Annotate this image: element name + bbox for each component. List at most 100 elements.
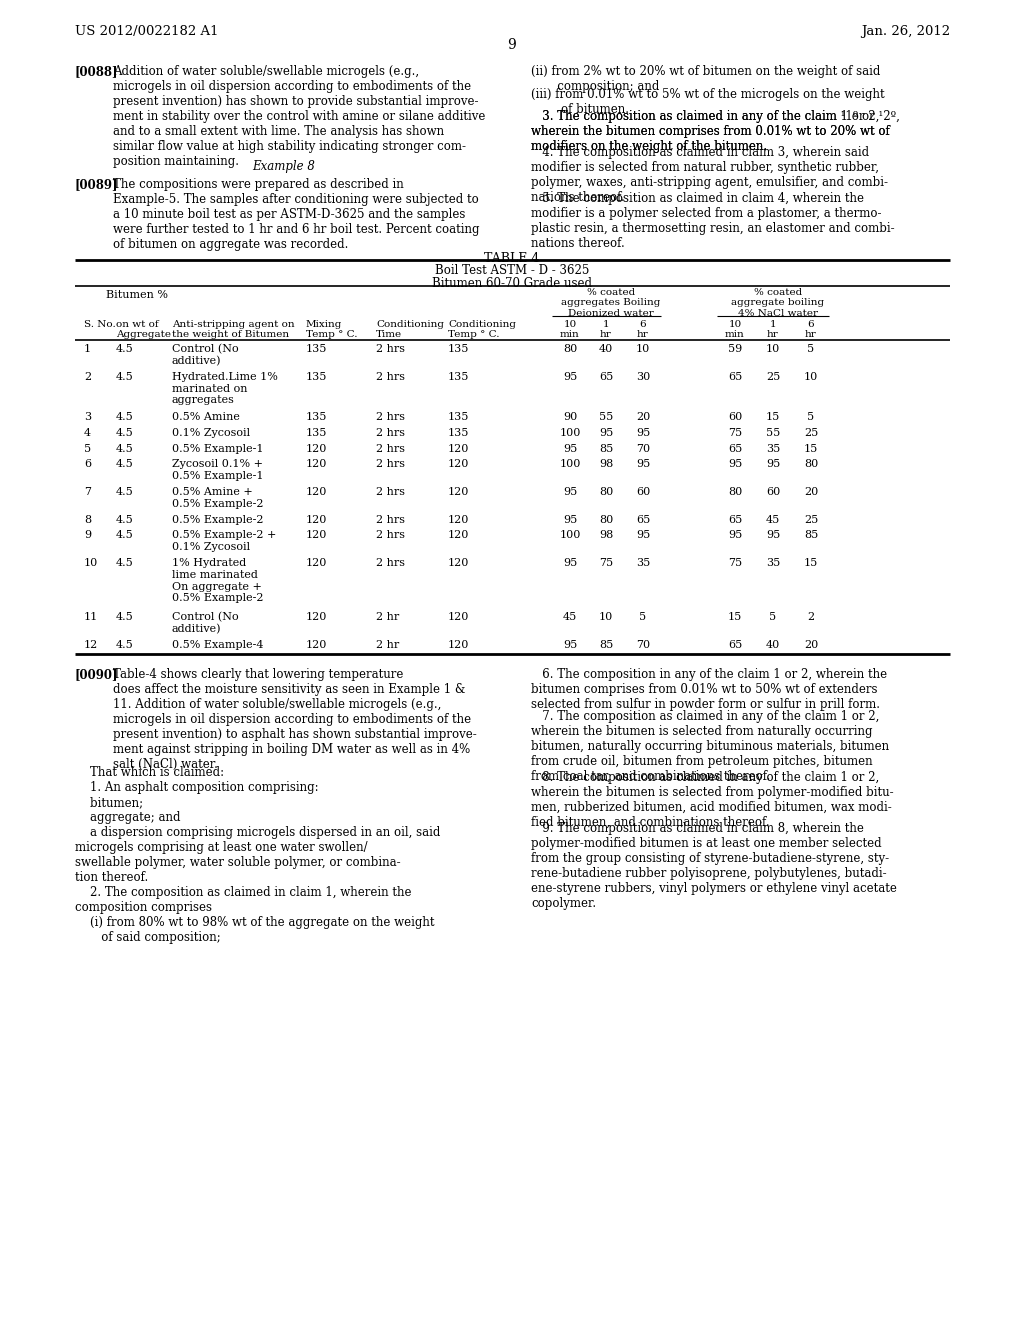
Text: 85: 85 <box>599 444 613 454</box>
Text: 120: 120 <box>306 558 328 569</box>
Text: Mixing
Temp ° C.: Mixing Temp ° C. <box>306 319 357 339</box>
Text: 4.5: 4.5 <box>116 487 134 498</box>
Text: 10: 10 <box>599 611 613 622</box>
Text: Conditioning
Temp ° C.: Conditioning Temp ° C. <box>449 319 516 339</box>
Text: 80: 80 <box>599 487 613 498</box>
Text: 95: 95 <box>563 372 578 381</box>
Text: 98: 98 <box>599 459 613 469</box>
Text: 10
min: 10 min <box>725 319 744 339</box>
Text: 2 hr: 2 hr <box>376 639 399 649</box>
Text: 135: 135 <box>306 412 328 422</box>
Text: (ii) from 2% wt to 20% wt of bitumen on the weight of said
       composition; a: (ii) from 2% wt to 20% wt of bitumen on … <box>531 65 881 92</box>
Text: 55: 55 <box>599 412 613 422</box>
Text: 4.5: 4.5 <box>116 531 134 540</box>
Text: 35: 35 <box>766 444 780 454</box>
Text: 2 hrs: 2 hrs <box>376 487 406 498</box>
Text: 135: 135 <box>306 372 328 381</box>
Text: 6: 6 <box>84 459 91 469</box>
Text: 120: 120 <box>306 611 328 622</box>
Text: That which is claimed:
    1. An asphalt composition comprising:
    bitumen;
  : That which is claimed: 1. An asphalt com… <box>75 766 440 944</box>
Text: 95: 95 <box>599 428 613 438</box>
Text: 6
hr: 6 hr <box>805 319 817 339</box>
Text: 120: 120 <box>306 444 328 454</box>
Text: 2 hrs: 2 hrs <box>376 428 406 438</box>
Text: The compositions were prepared as described in
Example-5. The samples after cond: The compositions were prepared as descri… <box>113 178 479 251</box>
Text: 5: 5 <box>808 345 814 354</box>
Text: 9. The composition as claimed in claim 8, wherein the
polymer-modified bitumen i: 9. The composition as claimed in claim 8… <box>531 822 897 909</box>
Text: on wt of
Aggregate: on wt of Aggregate <box>116 319 171 339</box>
Text: 6. The composition in any of the claim 1 or 2, wherein the
bitumen comprises fro: 6. The composition in any of the claim 1… <box>531 668 887 711</box>
Text: 90: 90 <box>563 412 578 422</box>
Text: 1% Hydrated
lime marinated
On aggregate +
0.5% Example-2: 1% Hydrated lime marinated On aggregate … <box>172 558 263 603</box>
Text: Zycosoil 0.1% +
0.5% Example-1: Zycosoil 0.1% + 0.5% Example-1 <box>172 459 263 480</box>
Text: 35: 35 <box>766 558 780 569</box>
Text: 65: 65 <box>636 515 650 525</box>
Text: 8: 8 <box>84 515 91 525</box>
Text: 9: 9 <box>508 38 516 51</box>
Text: 65: 65 <box>728 639 742 649</box>
Text: 5: 5 <box>769 611 776 622</box>
Text: 95: 95 <box>563 444 578 454</box>
Text: 40: 40 <box>599 345 613 354</box>
Text: 2 hrs: 2 hrs <box>376 558 406 569</box>
Text: 15: 15 <box>766 412 780 422</box>
Text: % coated
aggregate boiling
4% NaCl water: % coated aggregate boiling 4% NaCl water <box>731 288 824 318</box>
Text: 135: 135 <box>306 345 328 354</box>
Text: 95: 95 <box>636 531 650 540</box>
Text: 1
hr: 1 hr <box>767 319 779 339</box>
Text: 65: 65 <box>728 372 742 381</box>
Text: Hydrated.Lime 1%
marinated on
aggregates: Hydrated.Lime 1% marinated on aggregates <box>172 372 278 405</box>
Text: 30: 30 <box>636 372 650 381</box>
Text: Bitumen %: Bitumen % <box>106 290 168 300</box>
Text: 80: 80 <box>728 487 742 498</box>
Text: 4.5: 4.5 <box>116 412 134 422</box>
Text: 10: 10 <box>766 345 780 354</box>
Text: Example 8: Example 8 <box>253 160 315 173</box>
Text: 135: 135 <box>306 428 328 438</box>
Text: 120: 120 <box>449 444 469 454</box>
Text: Jan. 26, 2012: Jan. 26, 2012 <box>861 25 950 38</box>
Text: 3. The composition as claimed in any of the claim ¹1º or ¹2º,
wherein the bitume: 3. The composition as claimed in any of … <box>531 110 900 153</box>
Text: 5: 5 <box>808 412 814 422</box>
Text: 95: 95 <box>563 558 578 569</box>
Text: 25: 25 <box>804 428 818 438</box>
Text: 135: 135 <box>449 428 469 438</box>
Text: 65: 65 <box>599 372 613 381</box>
Text: 2 hrs: 2 hrs <box>376 345 406 354</box>
Text: 75: 75 <box>599 558 613 569</box>
Text: 3: 3 <box>84 412 91 422</box>
Text: 100: 100 <box>559 428 581 438</box>
Text: S. No.: S. No. <box>84 319 116 329</box>
Text: TABLE 4: TABLE 4 <box>484 252 540 265</box>
Text: 120: 120 <box>306 515 328 525</box>
Text: 11: 11 <box>84 611 98 622</box>
Text: 120: 120 <box>449 515 469 525</box>
Text: 4.5: 4.5 <box>116 459 134 469</box>
Text: 4.5: 4.5 <box>116 639 134 649</box>
Text: 85: 85 <box>599 639 613 649</box>
Text: 2 hrs: 2 hrs <box>376 515 406 525</box>
Text: 40: 40 <box>766 639 780 649</box>
Text: 0.5% Example-1: 0.5% Example-1 <box>172 444 263 454</box>
Text: 4.5: 4.5 <box>116 611 134 622</box>
Text: 75: 75 <box>728 558 742 569</box>
Text: 2 hrs: 2 hrs <box>376 444 406 454</box>
Text: 55: 55 <box>766 428 780 438</box>
Text: 10: 10 <box>804 372 818 381</box>
Text: 25: 25 <box>766 372 780 381</box>
Text: 4: 4 <box>84 428 91 438</box>
Text: 15: 15 <box>804 558 818 569</box>
Text: 95: 95 <box>766 459 780 469</box>
Text: 95: 95 <box>728 459 742 469</box>
Text: 95: 95 <box>636 428 650 438</box>
Text: [0089]: [0089] <box>75 178 119 191</box>
Text: 2 hrs: 2 hrs <box>376 412 406 422</box>
Text: 0.5% Example-2 +
0.1% Zycosoil: 0.5% Example-2 + 0.1% Zycosoil <box>172 531 276 552</box>
Text: 100: 100 <box>559 459 581 469</box>
Text: 4.5: 4.5 <box>116 372 134 381</box>
Text: 1: 1 <box>84 345 91 354</box>
Text: 20: 20 <box>636 412 650 422</box>
Text: 120: 120 <box>306 531 328 540</box>
Text: 135: 135 <box>449 412 469 422</box>
Text: Table-4 shows clearly that lowering temperature
does affect the moisture sensiti: Table-4 shows clearly that lowering temp… <box>113 668 477 771</box>
